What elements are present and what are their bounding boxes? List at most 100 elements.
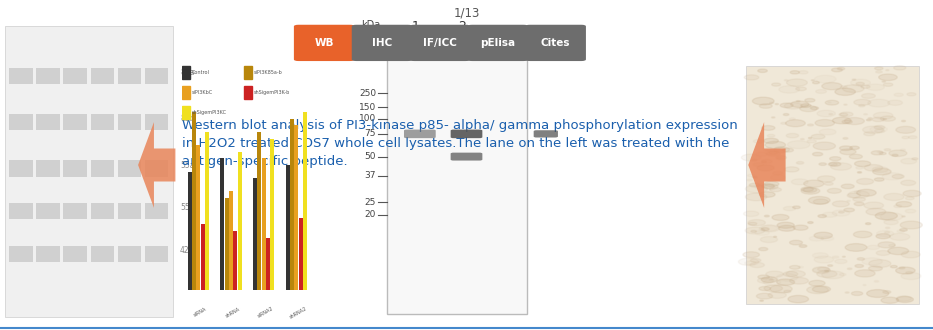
Circle shape: [789, 118, 795, 120]
Circle shape: [855, 264, 864, 268]
Circle shape: [758, 278, 773, 283]
Circle shape: [764, 182, 779, 186]
Circle shape: [869, 117, 872, 119]
Circle shape: [745, 185, 767, 193]
Circle shape: [847, 193, 860, 198]
Circle shape: [900, 158, 916, 164]
Text: Western blot analysis of PI3-kinase p85- alpha/ gamma phosphorylation expression: Western blot analysis of PI3-kinase p85-…: [182, 119, 738, 168]
Text: siPI3K85a-b: siPI3K85a-b: [254, 70, 283, 75]
Circle shape: [815, 89, 827, 93]
Bar: [182, 106, 189, 119]
Circle shape: [881, 116, 896, 121]
Circle shape: [872, 168, 891, 175]
Circle shape: [885, 70, 889, 71]
Text: shRNA2: shRNA2: [289, 306, 308, 320]
Text: 37: 37: [365, 171, 376, 180]
Circle shape: [876, 234, 890, 239]
Bar: [225, 198, 229, 290]
Circle shape: [839, 211, 844, 213]
FancyBboxPatch shape: [63, 68, 87, 84]
FancyBboxPatch shape: [91, 160, 114, 177]
Circle shape: [907, 93, 916, 96]
Circle shape: [815, 232, 832, 239]
Circle shape: [885, 227, 890, 229]
FancyBboxPatch shape: [9, 246, 33, 262]
FancyBboxPatch shape: [451, 153, 482, 161]
Circle shape: [780, 103, 793, 108]
Circle shape: [899, 267, 905, 269]
Circle shape: [745, 75, 759, 80]
Circle shape: [843, 138, 848, 139]
Circle shape: [847, 200, 850, 201]
Circle shape: [897, 296, 913, 303]
Circle shape: [835, 88, 856, 95]
Circle shape: [889, 150, 907, 156]
Circle shape: [784, 290, 791, 293]
FancyBboxPatch shape: [118, 68, 141, 84]
Circle shape: [772, 214, 789, 220]
FancyBboxPatch shape: [9, 203, 33, 219]
Circle shape: [897, 230, 904, 233]
Circle shape: [773, 236, 776, 237]
Circle shape: [866, 208, 885, 215]
Circle shape: [761, 126, 775, 130]
FancyBboxPatch shape: [36, 246, 60, 262]
Circle shape: [801, 139, 804, 140]
Circle shape: [803, 180, 824, 187]
Circle shape: [822, 82, 842, 90]
Circle shape: [753, 176, 757, 178]
Circle shape: [761, 228, 769, 230]
Circle shape: [808, 196, 830, 204]
Circle shape: [851, 79, 870, 86]
Circle shape: [903, 190, 921, 197]
Circle shape: [864, 165, 883, 171]
Circle shape: [789, 265, 801, 269]
FancyBboxPatch shape: [36, 160, 60, 177]
Text: 75: 75: [365, 129, 376, 138]
Circle shape: [882, 173, 902, 180]
Circle shape: [751, 230, 757, 232]
Text: pElisa: pElisa: [480, 38, 515, 48]
Circle shape: [757, 293, 773, 299]
Text: 150: 150: [359, 103, 376, 112]
Circle shape: [758, 165, 773, 171]
Circle shape: [845, 244, 867, 251]
Circle shape: [869, 266, 883, 271]
Circle shape: [856, 189, 876, 196]
Circle shape: [912, 158, 918, 160]
Circle shape: [801, 187, 820, 194]
Circle shape: [759, 286, 771, 291]
Text: 85a: 85a: [180, 68, 194, 77]
Circle shape: [867, 84, 884, 90]
Circle shape: [761, 161, 766, 163]
Bar: [262, 158, 266, 290]
FancyBboxPatch shape: [63, 160, 87, 177]
Bar: [258, 132, 261, 290]
Text: kDa: kDa: [361, 20, 381, 30]
Circle shape: [905, 197, 914, 200]
Circle shape: [868, 99, 890, 107]
Circle shape: [785, 103, 802, 109]
Circle shape: [789, 240, 802, 245]
Bar: [266, 238, 270, 290]
Circle shape: [867, 119, 871, 121]
Circle shape: [763, 279, 781, 285]
Circle shape: [738, 258, 759, 265]
Circle shape: [884, 220, 898, 225]
Circle shape: [744, 211, 759, 216]
Circle shape: [832, 210, 850, 216]
Circle shape: [826, 100, 839, 105]
Circle shape: [817, 110, 835, 117]
Circle shape: [857, 258, 865, 260]
Circle shape: [882, 81, 885, 82]
Circle shape: [849, 154, 862, 159]
Text: shSigemPI3K-b: shSigemPI3K-b: [254, 90, 290, 95]
Circle shape: [809, 138, 812, 139]
FancyBboxPatch shape: [9, 68, 33, 84]
Circle shape: [748, 219, 765, 226]
Circle shape: [862, 258, 883, 265]
Circle shape: [815, 75, 836, 83]
Circle shape: [861, 93, 875, 98]
Circle shape: [813, 152, 823, 156]
Circle shape: [791, 179, 808, 185]
